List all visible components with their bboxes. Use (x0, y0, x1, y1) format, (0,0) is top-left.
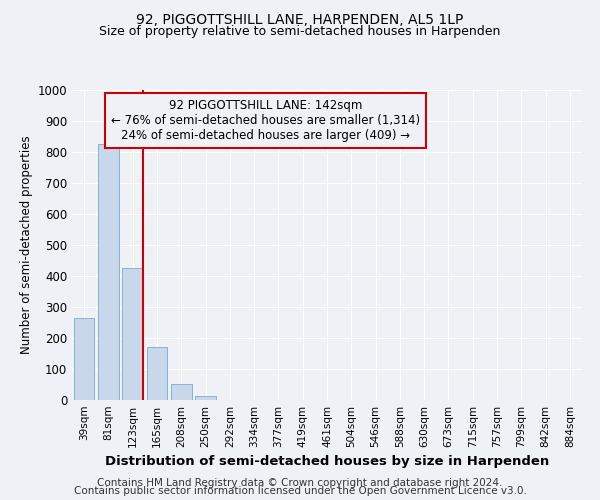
Bar (74, 318, 94, 400)
Bar (171, 384, 191, 400)
Text: Contains public sector information licensed under the Open Government Licence v3: Contains public sector information licen… (74, 486, 526, 496)
Text: 92, PIGGOTTSHILL LANE, HARPENDEN, AL5 1LP: 92, PIGGOTTSHILL LANE, HARPENDEN, AL5 1L… (136, 12, 464, 26)
Bar (98, 144, 119, 400)
Bar (195, 396, 216, 400)
Y-axis label: Number of semi-detached properties: Number of semi-detached properties (20, 136, 34, 354)
Text: Contains HM Land Registry data © Crown copyright and database right 2024.: Contains HM Land Registry data © Crown c… (97, 478, 503, 488)
Bar (146, 348, 167, 400)
Bar (122, 268, 143, 400)
X-axis label: Distribution of semi-detached houses by size in Harpenden: Distribution of semi-detached houses by … (105, 456, 549, 468)
Text: Size of property relative to semi-detached houses in Harpenden: Size of property relative to semi-detach… (100, 25, 500, 38)
Text: 92 PIGGOTTSHILL LANE: 142sqm
← 76% of semi-detached houses are smaller (1,314)
2: 92 PIGGOTTSHILL LANE: 142sqm ← 76% of se… (111, 100, 421, 142)
